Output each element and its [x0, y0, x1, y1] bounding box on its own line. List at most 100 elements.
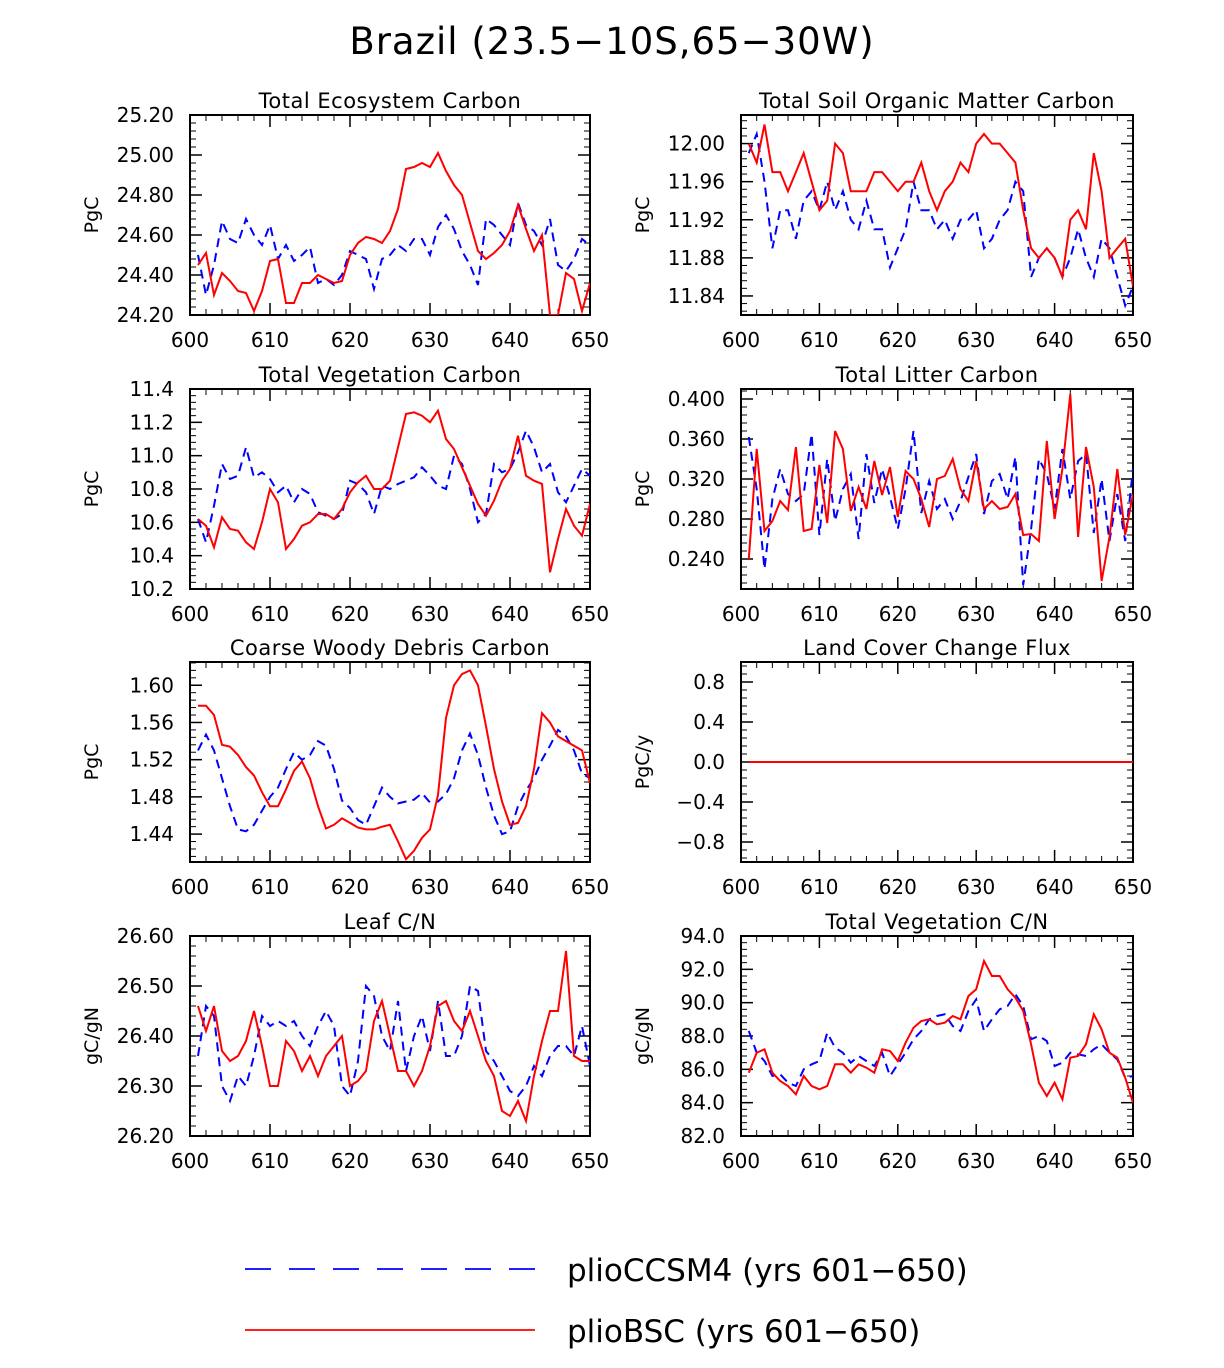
plot-frame: [189, 661, 591, 863]
x-tick-label: 650: [1114, 328, 1152, 352]
y-tick-label: 11.0: [129, 444, 174, 468]
y-tick-label: 1.56: [129, 710, 174, 734]
x-tick-label: 620: [331, 1149, 369, 1173]
y-tick-label: 0.8: [693, 670, 725, 694]
y-tick-label: 25.20: [117, 103, 174, 127]
y-tick-label: 24.80: [117, 183, 174, 207]
x-tick-label: 640: [1036, 602, 1074, 626]
x-tick-label: 620: [879, 602, 917, 626]
y-tick-label: 1.60: [129, 673, 174, 697]
series-line-pliobsc: [197, 150, 590, 315]
panel-title: Total Vegetation Carbon: [258, 363, 522, 387]
y-tick-label: 26.20: [117, 1124, 174, 1148]
x-tick-label: 640: [1036, 875, 1074, 899]
legend: plioCCSM4 (yrs 601−650) plioBSC (yrs 601…: [245, 1253, 968, 1350]
x-tick-label: 640: [491, 875, 529, 899]
x-tick-label: 630: [957, 602, 995, 626]
panel-total-vegetation-c-n: Total Vegetation C/N gC/gN 600 610 620 630 640…: [632, 910, 1152, 1173]
x-tick-label: 600: [722, 1149, 760, 1173]
y-tick-label: 1.52: [129, 748, 174, 772]
y-axis-label: PgC: [632, 471, 654, 508]
x-tick-label: 630: [957, 1149, 995, 1173]
x-tick-label: 640: [1036, 328, 1074, 352]
y-tick-label: 86.0: [680, 1057, 725, 1081]
y-tick-label: 11.88: [668, 246, 725, 270]
series-line-pliobsc: [747, 124, 1133, 287]
y-axis-label: gC/gN: [81, 1007, 103, 1065]
y-tick-label: 11.2: [129, 410, 174, 434]
plot-frame: [740, 114, 1134, 316]
series-line-pliocCSM4: [197, 983, 590, 1104]
y-axis-label: gC/gN: [632, 1007, 654, 1065]
y-tick-label: 10.2: [129, 577, 174, 601]
y-tick-label: 82.0: [680, 1124, 725, 1148]
series-line-pliocCSM4: [747, 430, 1133, 586]
x-tick-label: 630: [411, 602, 449, 626]
plot-frame: [740, 935, 1134, 1137]
x-tick-label: 640: [491, 1149, 529, 1173]
y-tick-label: 26.50: [117, 974, 174, 998]
panel-title: Land Cover Change Flux: [803, 636, 1071, 660]
x-tick-label: 630: [411, 1149, 449, 1173]
x-tick-label: 620: [331, 875, 369, 899]
y-tick-label: 92.0: [680, 957, 725, 981]
y-axis-label: PgC: [81, 744, 103, 781]
x-tick-label: 650: [1114, 602, 1152, 626]
y-axis-label: PgC/y: [632, 735, 654, 789]
x-tick-label: 600: [722, 328, 760, 352]
panel-title: Leaf C/N: [344, 910, 437, 934]
x-tick-label: 620: [879, 875, 917, 899]
y-tick-label: 1.48: [129, 785, 174, 809]
series-line-pliobsc: [747, 393, 1133, 582]
y-tick-label: 10.8: [129, 477, 174, 501]
y-tick-label: −0.8: [676, 830, 725, 854]
x-tick-label: 650: [1114, 1149, 1152, 1173]
x-tick-label: 610: [800, 328, 838, 352]
y-tick-label: 26.40: [117, 1024, 174, 1048]
x-tick-label: 640: [491, 328, 529, 352]
series-line-pliobsc: [747, 958, 1133, 1103]
y-tick-label: 24.40: [117, 263, 174, 287]
y-tick-label: 94.0: [680, 924, 725, 948]
y-tick-label: 11.4: [129, 377, 174, 401]
plot-frame: [189, 114, 591, 316]
y-tick-label: 10.4: [129, 544, 174, 568]
panels: Total Ecosystem Carbon PgC 600 610 620 630 640…: [81, 89, 1152, 1173]
x-tick-label: 600: [722, 875, 760, 899]
panel-land-cover-change-flux: Land Cover Change Flux PgC/y 600 610 620 630 6…: [632, 636, 1152, 899]
y-axis-label: PgC: [81, 471, 103, 508]
panel-title: Total Vegetation C/N: [824, 910, 1048, 934]
y-tick-label: 11.84: [668, 284, 725, 308]
panel-total-litter-carbon: Total Litter Carbon PgC 600 610 620 630 640 650…: [632, 363, 1152, 626]
x-tick-label: 600: [171, 875, 209, 899]
x-tick-label: 650: [571, 328, 609, 352]
y-tick-label: 0.360: [668, 427, 725, 451]
x-tick-label: 600: [171, 328, 209, 352]
x-tick-label: 630: [957, 875, 995, 899]
x-tick-label: 610: [251, 602, 289, 626]
series-line-pliobsc: [197, 950, 590, 1125]
series-line-pliocCSM4: [197, 199, 590, 296]
y-tick-label: 11.92: [668, 208, 725, 232]
y-tick-label: 24.20: [117, 303, 174, 327]
y-tick-label: 12.00: [668, 132, 725, 156]
x-tick-label: 600: [722, 602, 760, 626]
series-line-pliocCSM4: [747, 130, 1133, 309]
x-tick-label: 630: [411, 875, 449, 899]
panel-title: Total Soil Organic Matter Carbon: [758, 89, 1115, 113]
series-line-pliocCSM4: [747, 992, 1133, 1088]
y-tick-label: 0.320: [668, 467, 725, 491]
y-axis-label: PgC: [632, 197, 654, 234]
y-tick-label: 0.4: [693, 710, 725, 734]
panel-title: Coarse Woody Debris Carbon: [230, 636, 550, 660]
x-tick-label: 630: [411, 328, 449, 352]
y-tick-label: 26.30: [117, 1074, 174, 1098]
plot-frame: [740, 388, 1134, 590]
legend-label-pliobsc: plioBSC (yrs 601−650): [567, 1314, 920, 1350]
x-tick-label: 610: [251, 328, 289, 352]
x-tick-label: 610: [251, 1149, 289, 1173]
series-line-pliobsc: [198, 669, 590, 861]
panel-title: Total Litter Carbon: [834, 363, 1038, 387]
x-tick-label: 600: [171, 602, 209, 626]
